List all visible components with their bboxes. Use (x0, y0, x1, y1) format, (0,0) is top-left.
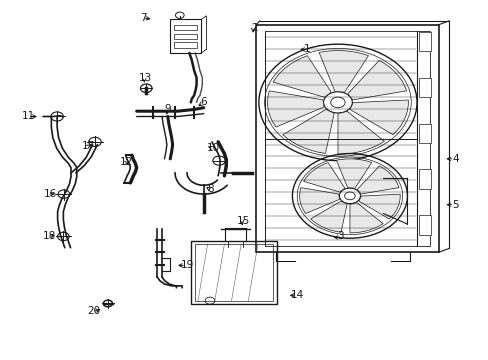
Text: 9: 9 (164, 104, 171, 114)
Circle shape (330, 97, 345, 108)
Polygon shape (358, 194, 399, 219)
Text: 8: 8 (207, 184, 214, 194)
Text: 17: 17 (82, 141, 95, 152)
Circle shape (344, 192, 354, 200)
Bar (419, 170, 430, 189)
Bar (419, 78, 430, 97)
Text: 10: 10 (206, 143, 220, 153)
Polygon shape (336, 159, 371, 188)
Polygon shape (310, 201, 346, 232)
Text: 15: 15 (236, 216, 249, 226)
Text: 6: 6 (200, 98, 206, 107)
Text: 20: 20 (87, 306, 100, 316)
Text: 1: 1 (303, 45, 309, 54)
Bar (419, 215, 430, 235)
Bar (419, 32, 430, 51)
Text: 13: 13 (139, 73, 152, 83)
Polygon shape (267, 91, 324, 127)
Polygon shape (273, 56, 330, 97)
Text: 19: 19 (180, 260, 193, 270)
Polygon shape (337, 111, 384, 154)
Polygon shape (357, 166, 398, 194)
Text: 11: 11 (22, 112, 36, 121)
Polygon shape (303, 162, 344, 192)
Bar (419, 123, 430, 143)
Polygon shape (319, 50, 368, 92)
Text: 2: 2 (250, 23, 257, 33)
Text: 7: 7 (140, 13, 147, 23)
Text: 18: 18 (43, 231, 56, 242)
Polygon shape (347, 60, 406, 100)
Text: 4: 4 (451, 154, 458, 164)
Text: 16: 16 (44, 189, 57, 199)
Text: 3: 3 (336, 231, 343, 242)
Text: 12: 12 (119, 157, 132, 167)
Text: 5: 5 (451, 200, 458, 210)
Polygon shape (282, 109, 333, 153)
Text: 14: 14 (290, 290, 303, 300)
Polygon shape (349, 100, 407, 135)
Polygon shape (349, 203, 382, 233)
Polygon shape (299, 188, 339, 213)
